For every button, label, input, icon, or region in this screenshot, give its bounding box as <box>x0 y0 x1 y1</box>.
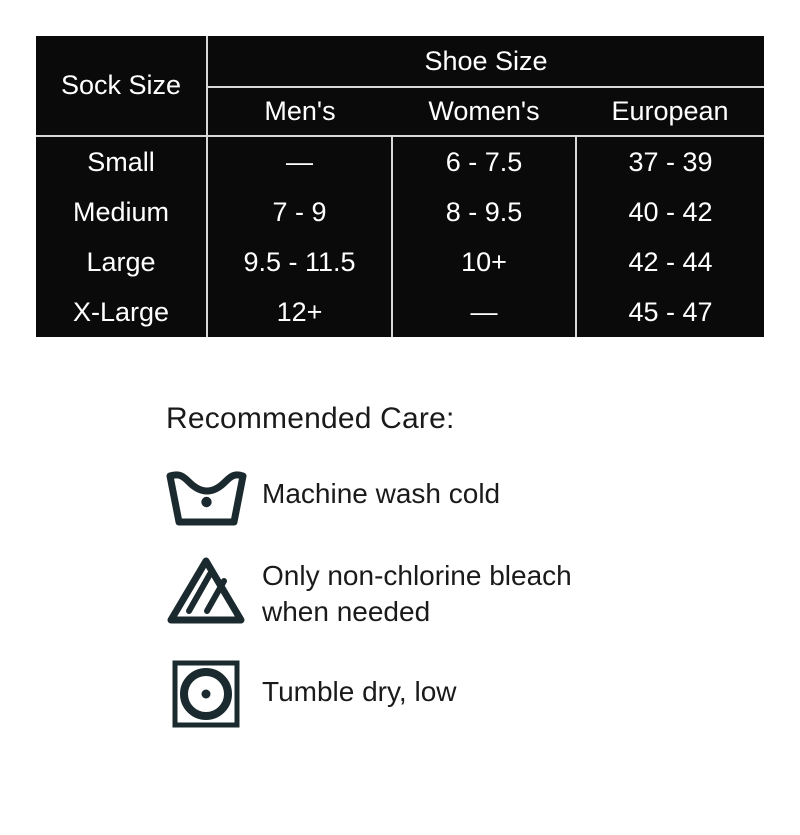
cell-sock-size: X-Large <box>36 287 208 337</box>
cell-mens-size: 7 - 9 <box>207 187 393 237</box>
size-chart-table: Sock Size Shoe Size Men's Women's Europe… <box>36 36 765 337</box>
header-shoe-size: Shoe Size <box>207 36 765 88</box>
cell-sock-size: Medium <box>36 187 208 237</box>
care-instructions-list: Machine wash cold Only non-chlorine blea… <box>150 462 770 752</box>
cell-european-size: 42 - 44 <box>576 237 765 287</box>
care-item-bleach: Only non-chlorine bleach when needed <box>150 552 770 630</box>
table-header-row-secondary: Men's Women's European <box>36 87 765 137</box>
care-item-line: Tumble dry, low <box>262 675 457 707</box>
header-european: European <box>576 87 765 137</box>
table-row: Large 9.5 - 11.5 10+ 42 - 44 <box>36 237 765 287</box>
size-chart-table-container: Sock Size Shoe Size Men's Women's Europe… <box>36 36 765 337</box>
cell-european-size: 40 - 42 <box>576 187 765 237</box>
cell-mens-size: — <box>207 136 393 187</box>
care-item-tumble-dry: Tumble dry, low <box>150 656 770 730</box>
wash-tub-icon <box>150 462 262 530</box>
cell-mens-size: 12+ <box>207 287 393 337</box>
table-body: Small — 6 - 7.5 37 - 39 Medium 7 - 9 8 -… <box>36 136 765 337</box>
cell-sock-size: Large <box>36 237 208 287</box>
cell-womens-size: 8 - 9.5 <box>392 187 577 237</box>
care-item-label: Only non-chlorine bleach when needed <box>262 552 572 630</box>
header-sock-size: Sock Size <box>36 36 208 137</box>
cell-womens-size: — <box>392 287 577 337</box>
header-mens: Men's <box>207 87 392 137</box>
tumble-dry-icon <box>150 656 262 730</box>
header-womens: Women's <box>392 87 576 137</box>
table-row: Medium 7 - 9 8 - 9.5 40 - 42 <box>36 187 765 237</box>
cell-womens-size: 10+ <box>392 237 577 287</box>
care-item-line: Machine wash cold <box>262 478 501 509</box>
care-item-label: Tumble dry, low <box>262 656 457 710</box>
table-header: Sock Size Shoe Size Men's Women's Europe… <box>36 36 765 137</box>
bleach-triangle-icon <box>150 552 262 628</box>
table-row: X-Large 12+ — 45 - 47 <box>36 287 765 337</box>
care-item-line: when needed <box>262 595 431 627</box>
cell-european-size: 37 - 39 <box>576 136 765 187</box>
care-item-line: Only non-chlorine bleach <box>262 560 572 591</box>
care-item-label: Machine wash cold <box>262 462 500 512</box>
table-row: Small — 6 - 7.5 37 - 39 <box>36 136 765 187</box>
care-section-heading: Recommended Care: <box>166 402 455 435</box>
cell-mens-size: 9.5 - 11.5 <box>207 237 393 287</box>
cell-sock-size: Small <box>36 136 208 187</box>
table-header-row-primary: Sock Size Shoe Size <box>36 36 765 137</box>
care-item-machine-wash: Machine wash cold <box>150 462 770 530</box>
cell-womens-size: 6 - 7.5 <box>392 136 577 187</box>
cell-european-size: 45 - 47 <box>576 287 765 337</box>
